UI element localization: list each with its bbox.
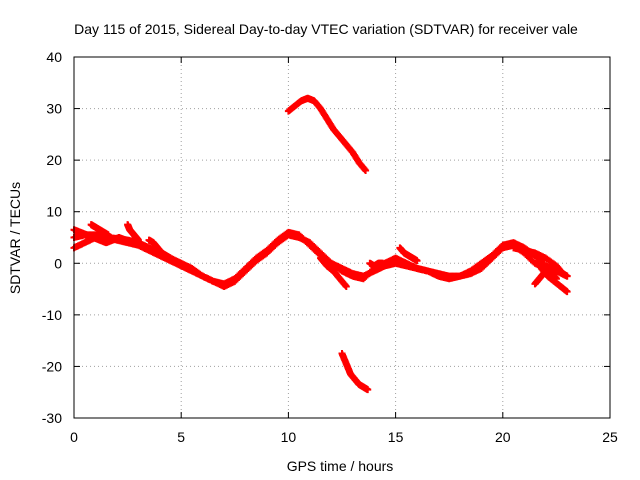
data-point (342, 282, 350, 290)
series-s8 (338, 350, 372, 394)
plot-frame (73, 56, 611, 419)
y-tick-label: -30 (42, 410, 62, 426)
x-tick-label: 10 (281, 429, 297, 445)
series-s5 (124, 221, 142, 244)
data-point (134, 236, 142, 244)
x-tick-label: 0 (70, 429, 78, 445)
series-s14 (537, 264, 571, 296)
series-s7 (284, 94, 370, 174)
y-tick-label: -10 (42, 307, 62, 323)
axis-ticks (73, 56, 611, 419)
grid (74, 57, 610, 418)
series-s1 (70, 228, 550, 288)
y-tick-label: -20 (42, 358, 62, 374)
x-tick-label: 15 (388, 429, 404, 445)
data-point (563, 288, 571, 296)
y-tick-label: 0 (54, 255, 62, 271)
y-tick-label: 30 (46, 101, 62, 117)
series-s13 (510, 244, 571, 280)
data-point (563, 272, 571, 280)
data-point (121, 236, 129, 244)
data-point (364, 386, 372, 394)
data-point (379, 259, 387, 267)
y-tick-label: 20 (46, 152, 62, 168)
series-s11 (396, 244, 421, 265)
x-axis-label: GPS time / hours (287, 458, 394, 474)
axis-tick-labels: 0 5 10 15 20 25 -30 -20 -10 0 10 20 30 40 (42, 49, 618, 445)
series-s3 (70, 226, 129, 247)
x-tick-label: 20 (495, 429, 511, 445)
series-s9 (317, 254, 350, 290)
chart-title: Day 115 of 2015, Sidereal Day-to-day VTE… (74, 21, 578, 37)
series-s10 (366, 259, 387, 270)
x-tick-label: 25 (602, 429, 618, 445)
plot-area (70, 94, 571, 394)
data-point (413, 257, 421, 265)
series-s6 (145, 236, 174, 262)
series-s4 (87, 221, 112, 239)
data-point (104, 231, 112, 239)
y-tick-label: 10 (46, 204, 62, 220)
y-tick-label: 40 (46, 49, 62, 65)
x-tick-label: 5 (177, 429, 185, 445)
data-point (166, 254, 174, 262)
y-axis-label: SDTVAR / TECUs (7, 182, 23, 294)
data-point (362, 166, 370, 174)
